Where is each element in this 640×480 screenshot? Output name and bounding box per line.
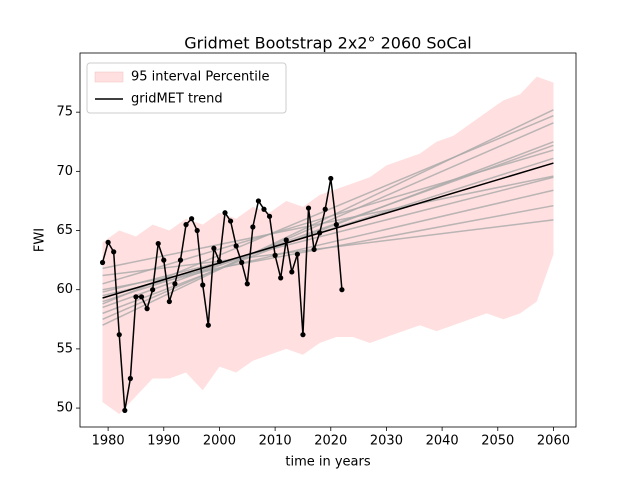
point [322, 206, 328, 212]
x-axis-label: time in years [285, 455, 370, 470]
point [166, 298, 172, 305]
point [133, 294, 139, 300]
chart-title: Gridmet Bootstrap 2x2° 2060 SoCal [184, 34, 472, 53]
point [105, 239, 111, 245]
bootstrap-trend [102, 122, 554, 320]
point [289, 269, 295, 275]
point [311, 246, 317, 253]
x-tick-label: 2050 [481, 434, 514, 449]
series-line [102, 162, 554, 299]
point [339, 287, 345, 293]
point [144, 306, 150, 312]
x-tick-label: 2030 [370, 434, 403, 449]
y-tick-label: 60 [56, 282, 73, 297]
x-tick-label: 1990 [147, 434, 180, 449]
point [200, 282, 206, 288]
x-tick-label: 2060 [537, 434, 570, 449]
point [177, 257, 184, 263]
point [278, 275, 284, 281]
legend-swatch [94, 71, 124, 83]
point [116, 332, 122, 338]
y-tick-label: 75 [56, 105, 73, 120]
legend-label: gridMET trend [131, 92, 223, 107]
point [244, 281, 250, 287]
point [122, 407, 128, 414]
point [194, 227, 200, 234]
y-tick-label: 50 [56, 401, 73, 416]
point [227, 218, 234, 224]
point [99, 259, 106, 266]
bootstrap-trend [102, 141, 554, 315]
x-tick-label: 1980 [92, 434, 125, 449]
point [222, 210, 228, 216]
point [111, 249, 117, 255]
x-tick-label: 2010 [259, 434, 292, 449]
point [183, 222, 189, 228]
bootstrap-trend [102, 149, 554, 285]
point [305, 205, 312, 211]
x-tick-label: 2040 [426, 434, 459, 449]
legend: 95 interval Percentile gridMET trend [86, 62, 287, 114]
point [294, 251, 300, 257]
point [138, 294, 145, 300]
point [161, 257, 167, 263]
legend-box [86, 62, 287, 114]
point [300, 332, 306, 338]
point [239, 259, 245, 266]
y-tick-label: 70 [56, 164, 73, 179]
point [250, 224, 256, 230]
point [189, 216, 195, 222]
point [205, 322, 211, 328]
y-tick-label: 65 [56, 223, 73, 238]
point [155, 240, 161, 247]
point [261, 206, 267, 212]
legend-label: 95 interval Percentile [131, 70, 270, 85]
x-tick-label: 2000 [203, 434, 236, 449]
point [127, 375, 133, 382]
percentile-band [102, 76, 554, 414]
axes-frame [79, 52, 577, 428]
point [172, 281, 178, 287]
x-tick-label: 2020 [314, 434, 347, 449]
point [266, 213, 273, 219]
point [211, 245, 217, 251]
point [328, 175, 334, 182]
bootstrap-trend [102, 175, 554, 270]
point [233, 243, 239, 249]
y-axis-label: FWI [33, 228, 48, 252]
point [283, 237, 289, 243]
plot-area [99, 76, 554, 414]
point [255, 198, 262, 204]
point [333, 222, 339, 228]
point [272, 252, 278, 258]
y-tick-label: 55 [56, 341, 73, 356]
point [150, 287, 156, 293]
